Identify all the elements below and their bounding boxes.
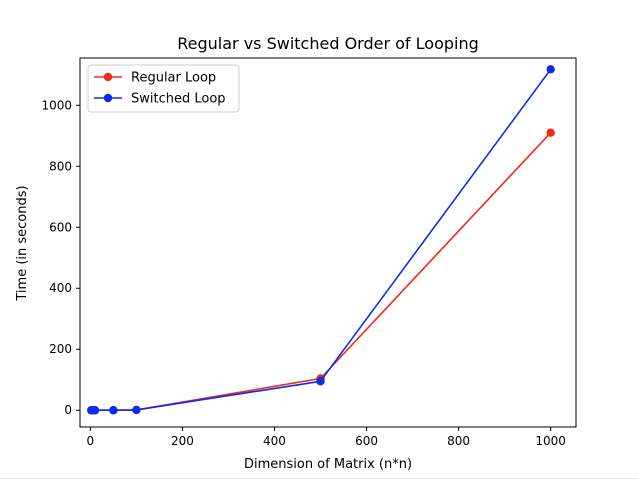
legend-label-switched-loop: Switched Loop bbox=[131, 92, 226, 107]
y-tick-label: 0 bbox=[64, 403, 72, 417]
chart-title: Regular vs Switched Order of Looping bbox=[177, 34, 479, 53]
data-point-switched-loop bbox=[546, 65, 555, 74]
x-tick-label: 400 bbox=[263, 434, 286, 448]
legend-box bbox=[87, 64, 240, 113]
window-bottom-border bbox=[0, 478, 638, 479]
axes bbox=[79, 57, 577, 428]
plot-frame bbox=[79, 57, 577, 428]
tick-marks: 0 200 400 600 800 1000 0 200 400 600 800 1000 bbox=[41, 98, 566, 448]
data-point-switched-loop bbox=[109, 406, 118, 415]
y-tick-label: 600 bbox=[49, 220, 72, 234]
data-point-switched-loop bbox=[316, 377, 325, 386]
legend: Regular Loop Switched Loop bbox=[87, 64, 240, 113]
x-tick-label: 1000 bbox=[535, 434, 566, 448]
legend-marker-switched-loop bbox=[103, 93, 113, 103]
y-axis-label: Time (in seconds) bbox=[15, 185, 30, 301]
data-point-switched-loop bbox=[90, 406, 100, 415]
y-tick-label: 1000 bbox=[41, 98, 72, 112]
legend-marker-regular-loop bbox=[103, 72, 113, 82]
y-tick-label: 400 bbox=[49, 281, 72, 295]
legend-label-regular-loop: Regular Loop bbox=[131, 71, 216, 86]
data-point-regular-loop bbox=[546, 128, 555, 137]
x-tick-label: 200 bbox=[171, 434, 194, 448]
y-tick-label: 200 bbox=[49, 342, 72, 356]
x-tick-label: 0 bbox=[87, 434, 95, 448]
y-tick-label: 800 bbox=[49, 159, 72, 173]
series-lines bbox=[87, 65, 555, 415]
x-tick-label: 600 bbox=[355, 434, 378, 448]
x-tick-label: 800 bbox=[447, 434, 470, 448]
data-point-switched-loop bbox=[132, 405, 141, 415]
x-axis-label: Dimension of Matrix (n*n) bbox=[244, 457, 412, 472]
